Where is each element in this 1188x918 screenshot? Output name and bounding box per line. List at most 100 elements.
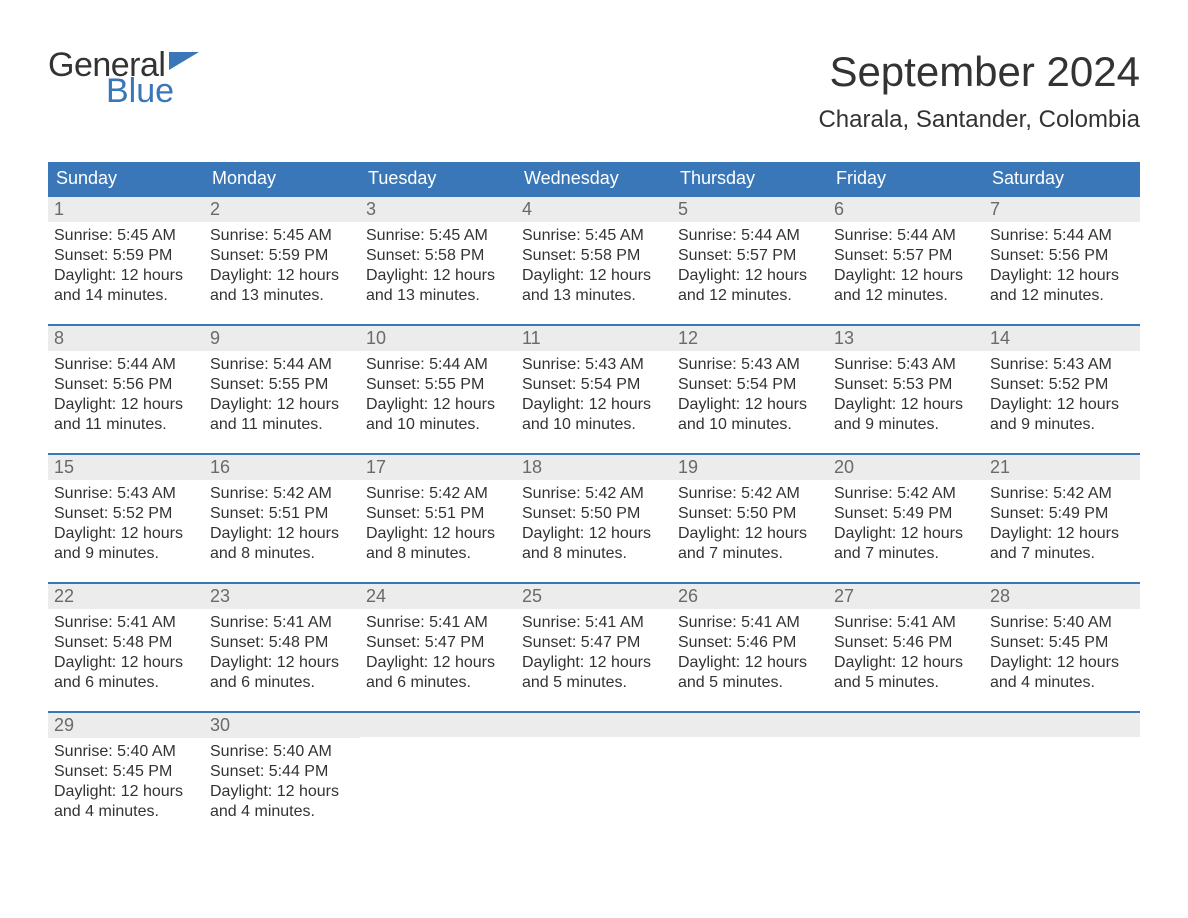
- calendar-day-cell: 29Sunrise: 5:40 AMSunset: 5:45 PMDayligh…: [48, 711, 204, 822]
- sunset-line: Sunset: 5:52 PM: [990, 375, 1134, 395]
- sunrise-line: Sunrise: 5:42 AM: [522, 484, 666, 504]
- sunset-line: Sunset: 5:56 PM: [990, 246, 1134, 266]
- day-details: Sunrise: 5:43 AMSunset: 5:54 PMDaylight:…: [516, 351, 672, 435]
- sunset-line: Sunset: 5:49 PM: [990, 504, 1134, 524]
- sunrise-line: Sunrise: 5:41 AM: [834, 613, 978, 633]
- calendar-day-cell: 19Sunrise: 5:42 AMSunset: 5:50 PMDayligh…: [672, 453, 828, 564]
- calendar-day-cell: 22Sunrise: 5:41 AMSunset: 5:48 PMDayligh…: [48, 582, 204, 693]
- calendar-day-cell: 1Sunrise: 5:45 AMSunset: 5:59 PMDaylight…: [48, 195, 204, 306]
- day-details: Sunrise: 5:41 AMSunset: 5:47 PMDaylight:…: [360, 609, 516, 693]
- day-number: 7: [984, 195, 1140, 222]
- weekday-header: Saturday: [984, 162, 1140, 195]
- day-details: Sunrise: 5:41 AMSunset: 5:48 PMDaylight:…: [48, 609, 204, 693]
- sunrise-line: Sunrise: 5:45 AM: [210, 226, 354, 246]
- sunrise-line: Sunrise: 5:45 AM: [54, 226, 198, 246]
- calendar-day-cell: 16Sunrise: 5:42 AMSunset: 5:51 PMDayligh…: [204, 453, 360, 564]
- logo: General Blue: [48, 48, 199, 108]
- day-details: Sunrise: 5:44 AMSunset: 5:57 PMDaylight:…: [828, 222, 984, 306]
- daylight-line: Daylight: 12 hours and 13 minutes.: [210, 266, 354, 306]
- sunrise-line: Sunrise: 5:41 AM: [522, 613, 666, 633]
- day-details: Sunrise: 5:42 AMSunset: 5:50 PMDaylight:…: [516, 480, 672, 564]
- calendar-week-row: 15Sunrise: 5:43 AMSunset: 5:52 PMDayligh…: [48, 453, 1140, 564]
- day-details: Sunrise: 5:45 AMSunset: 5:58 PMDaylight:…: [360, 222, 516, 306]
- day-details: Sunrise: 5:44 AMSunset: 5:57 PMDaylight:…: [672, 222, 828, 306]
- daylight-line: Daylight: 12 hours and 9 minutes.: [834, 395, 978, 435]
- title-block: September 2024 Charala, Santander, Colom…: [818, 48, 1140, 134]
- calendar-day-cell: 20Sunrise: 5:42 AMSunset: 5:49 PMDayligh…: [828, 453, 984, 564]
- sunset-line: Sunset: 5:45 PM: [990, 633, 1134, 653]
- day-details: Sunrise: 5:42 AMSunset: 5:49 PMDaylight:…: [828, 480, 984, 564]
- sunrise-line: Sunrise: 5:40 AM: [54, 742, 198, 762]
- header: General Blue September 2024 Charala, San…: [48, 48, 1140, 134]
- calendar-day-cell: 3Sunrise: 5:45 AMSunset: 5:58 PMDaylight…: [360, 195, 516, 306]
- calendar-day-cell: 7 Sunrise: 5:44 AMSunset: 5:56 PMDaylight…: [984, 195, 1140, 306]
- day-details: [360, 737, 516, 741]
- day-details: Sunrise: 5:43 AMSunset: 5:53 PMDaylight:…: [828, 351, 984, 435]
- calendar-week-row: 8Sunrise: 5:44 AMSunset: 5:56 PMDaylight…: [48, 324, 1140, 435]
- calendar-day-cell: [828, 711, 984, 822]
- day-number: 27: [828, 582, 984, 609]
- calendar-day-cell: 2Sunrise: 5:45 AMSunset: 5:59 PMDaylight…: [204, 195, 360, 306]
- calendar-week-row: 22Sunrise: 5:41 AMSunset: 5:48 PMDayligh…: [48, 582, 1140, 693]
- sunset-line: Sunset: 5:54 PM: [678, 375, 822, 395]
- sunrise-line: Sunrise: 5:45 AM: [366, 226, 510, 246]
- daylight-line: Daylight: 12 hours and 6 minutes.: [366, 653, 510, 693]
- day-number: 20: [828, 453, 984, 480]
- daylight-line: Daylight: 12 hours and 10 minutes.: [366, 395, 510, 435]
- day-number: 29: [48, 711, 204, 738]
- sunrise-line: Sunrise: 5:42 AM: [678, 484, 822, 504]
- day-details: [984, 737, 1140, 741]
- day-details: Sunrise: 5:45 AMSunset: 5:59 PMDaylight:…: [204, 222, 360, 306]
- sunset-line: Sunset: 5:46 PM: [678, 633, 822, 653]
- sunrise-line: Sunrise: 5:44 AM: [678, 226, 822, 246]
- sunrise-line: Sunrise: 5:44 AM: [210, 355, 354, 375]
- sunset-line: Sunset: 5:59 PM: [54, 246, 198, 266]
- daylight-line: Daylight: 12 hours and 11 minutes.: [54, 395, 198, 435]
- daylight-line: Daylight: 12 hours and 11 minutes.: [210, 395, 354, 435]
- sunset-line: Sunset: 5:57 PM: [678, 246, 822, 266]
- day-number: 4: [516, 195, 672, 222]
- day-number: 6: [828, 195, 984, 222]
- calendar-day-cell: 4Sunrise: 5:45 AMSunset: 5:58 PMDaylight…: [516, 195, 672, 306]
- sunset-line: Sunset: 5:44 PM: [210, 762, 354, 782]
- day-number: 21: [984, 453, 1140, 480]
- day-number: 10: [360, 324, 516, 351]
- daylight-line: Daylight: 12 hours and 13 minutes.: [522, 266, 666, 306]
- day-number: 24: [360, 582, 516, 609]
- day-details: Sunrise: 5:40 AMSunset: 5:45 PMDaylight:…: [984, 609, 1140, 693]
- sunset-line: Sunset: 5:58 PM: [366, 246, 510, 266]
- day-number: [828, 711, 984, 737]
- daylight-line: Daylight: 12 hours and 12 minutes.: [990, 266, 1134, 306]
- sunset-line: Sunset: 5:59 PM: [210, 246, 354, 266]
- day-number: 5: [672, 195, 828, 222]
- sunset-line: Sunset: 5:50 PM: [522, 504, 666, 524]
- sunrise-line: Sunrise: 5:44 AM: [990, 226, 1134, 246]
- daylight-line: Daylight: 12 hours and 5 minutes.: [834, 653, 978, 693]
- calendar-day-cell: 30Sunrise: 5:40 AMSunset: 5:44 PMDayligh…: [204, 711, 360, 822]
- sunrise-line: Sunrise: 5:40 AM: [990, 613, 1134, 633]
- sunrise-line: Sunrise: 5:45 AM: [522, 226, 666, 246]
- sunset-line: Sunset: 5:57 PM: [834, 246, 978, 266]
- daylight-line: Daylight: 12 hours and 8 minutes.: [522, 524, 666, 564]
- day-number: 30: [204, 711, 360, 738]
- sunset-line: Sunset: 5:54 PM: [522, 375, 666, 395]
- daylight-line: Daylight: 12 hours and 9 minutes.: [990, 395, 1134, 435]
- day-details: Sunrise: 5:41 AMSunset: 5:46 PMDaylight:…: [672, 609, 828, 693]
- day-number: 25: [516, 582, 672, 609]
- calendar-body: 1Sunrise: 5:45 AMSunset: 5:59 PMDaylight…: [48, 195, 1140, 822]
- calendar-day-cell: [360, 711, 516, 822]
- day-details: Sunrise: 5:42 AMSunset: 5:51 PMDaylight:…: [360, 480, 516, 564]
- sunrise-line: Sunrise: 5:42 AM: [366, 484, 510, 504]
- sunset-line: Sunset: 5:52 PM: [54, 504, 198, 524]
- sunset-line: Sunset: 5:50 PM: [678, 504, 822, 524]
- day-details: Sunrise: 5:43 AMSunset: 5:52 PMDaylight:…: [984, 351, 1140, 435]
- page-title: September 2024: [818, 48, 1140, 96]
- sunrise-line: Sunrise: 5:43 AM: [834, 355, 978, 375]
- day-number: 15: [48, 453, 204, 480]
- daylight-line: Daylight: 12 hours and 7 minutes.: [678, 524, 822, 564]
- weekday-header: Monday: [204, 162, 360, 195]
- day-number: 1: [48, 195, 204, 222]
- sunrise-line: Sunrise: 5:43 AM: [522, 355, 666, 375]
- daylight-line: Daylight: 12 hours and 10 minutes.: [522, 395, 666, 435]
- day-details: Sunrise: 5:41 AMSunset: 5:47 PMDaylight:…: [516, 609, 672, 693]
